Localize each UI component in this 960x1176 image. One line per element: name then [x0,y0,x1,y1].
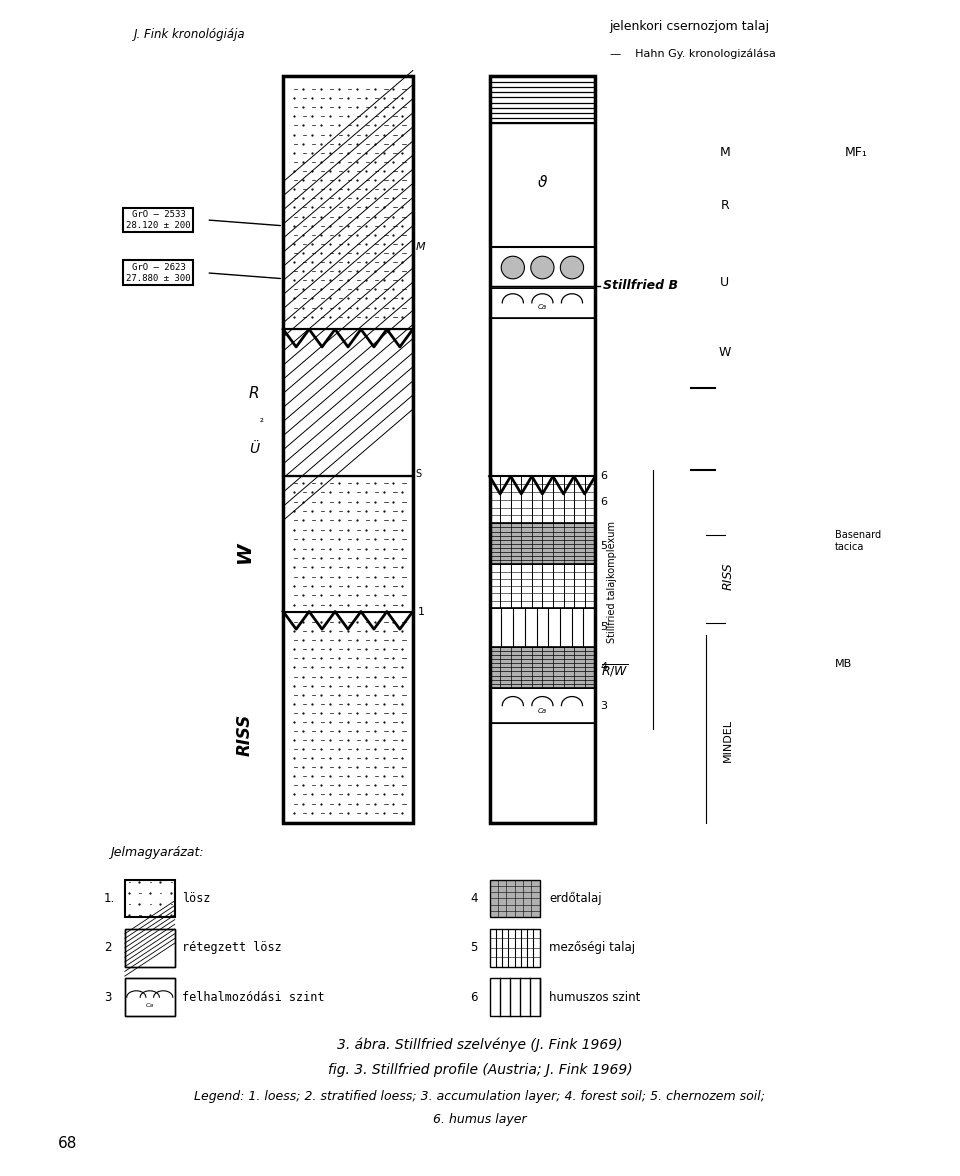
Text: RISS: RISS [721,562,734,590]
Text: humuszos szint: humuszos szint [549,990,640,1004]
Bar [490,929,540,967]
Text: 1.: 1. [104,891,115,906]
Bar [283,329,413,476]
Text: W: W [719,346,731,360]
Text: Stillfried B: Stillfried B [603,279,678,293]
Text: 2: 2 [104,941,111,955]
Text: jelenkori csernozjom talaj: jelenkori csernozjom talaj [610,20,770,33]
Text: Jelmagyarázat:: Jelmagyarázat: [110,846,204,860]
Text: R: R [249,387,260,401]
Text: 6: 6 [470,990,478,1004]
Ellipse shape [531,256,554,279]
Text: rétegzett lösz: rétegzett lösz [182,941,282,955]
Text: S: S [416,469,421,479]
Text: 3: 3 [104,990,111,1004]
Text: J. Fink kronológiája: J. Fink kronológiája [134,28,246,41]
Text: —    Hahn Gy. kronologizálása: — Hahn Gy. kronologizálása [610,48,776,59]
Text: mezőségi talaj: mezőségi talaj [549,941,636,955]
Bar [490,647,595,688]
Bar [490,123,595,247]
Text: Ca: Ca [538,708,547,714]
Text: U: U [720,275,730,289]
Text: MF₁: MF₁ [845,146,868,160]
Bar [125,929,175,967]
Text: GrO – 2533
28.120 ± 200: GrO – 2533 28.120 ± 200 [126,211,191,229]
Text: 6: 6 [600,472,607,481]
Bar [490,523,595,564]
Bar [490,978,540,1016]
Text: 5: 5 [600,541,607,550]
Bar [490,318,595,476]
Text: erdőtalaj: erdőtalaj [549,891,602,906]
Bar [125,880,175,917]
Text: 5: 5 [600,622,607,632]
Text: $\vartheta$: $\vartheta$ [537,174,548,191]
Bar [283,476,413,612]
Bar [490,288,595,318]
Bar [125,978,175,1016]
Text: W: W [235,542,254,563]
Text: fig. 3. Stillfried profile (Austria; J. Fink 1969): fig. 3. Stillfried profile (Austria; J. … [327,1063,633,1077]
Text: Legend: 1. loess; 2. stratified loess; 3. accumulation layer; 4. forest soil; 5.: Legend: 1. loess; 2. stratified loess; 3… [195,1089,765,1103]
Bar [490,880,540,917]
Text: 3: 3 [600,701,607,710]
Text: felhalmozódási szint: felhalmozódási szint [182,990,324,1004]
Text: 1: 1 [418,607,424,616]
Bar [490,723,595,823]
Text: 6. humus layer: 6. humus layer [433,1112,527,1127]
Bar [490,76,595,123]
Bar [283,76,413,823]
Bar [490,76,595,823]
Ellipse shape [561,256,584,279]
Text: 4: 4 [470,891,478,906]
Text: 3. ábra. Stillfried szelvénye (J. Fink 1969): 3. ábra. Stillfried szelvénye (J. Fink 1… [337,1037,623,1051]
Bar [125,978,175,1016]
Bar [490,688,595,723]
Text: ²: ² [259,419,263,428]
Bar [283,612,413,823]
Text: Basenard
tacica: Basenard tacica [835,530,881,552]
Text: RISS: RISS [236,714,253,756]
Bar [125,929,175,967]
Text: 68: 68 [58,1136,77,1150]
Text: $\overline{R/W}$: $\overline{R/W}$ [601,662,628,679]
Bar [490,608,595,647]
Bar [283,329,413,476]
Text: Ca: Ca [538,305,547,310]
Text: Stillfried talajkomplexum: Stillfried talajkomplexum [608,521,617,643]
Text: 6: 6 [600,497,607,507]
Text: lösz: lösz [182,891,211,906]
Text: MB: MB [835,660,852,669]
Text: M: M [719,146,731,160]
Ellipse shape [501,256,524,279]
Bar [490,476,595,523]
Text: 5: 5 [470,941,478,955]
Text: R: R [720,199,730,213]
Bar [283,76,413,329]
Text: Ca: Ca [146,1003,154,1008]
Text: MINDEL: MINDEL [723,720,732,762]
Text: M: M [416,242,425,252]
Bar [490,247,595,288]
Bar [490,564,595,608]
Text: 4: 4 [600,662,607,671]
Text: Ü: Ü [250,442,259,456]
Text: GrO – 2623
27.880 ± 300: GrO – 2623 27.880 ± 300 [126,263,191,282]
